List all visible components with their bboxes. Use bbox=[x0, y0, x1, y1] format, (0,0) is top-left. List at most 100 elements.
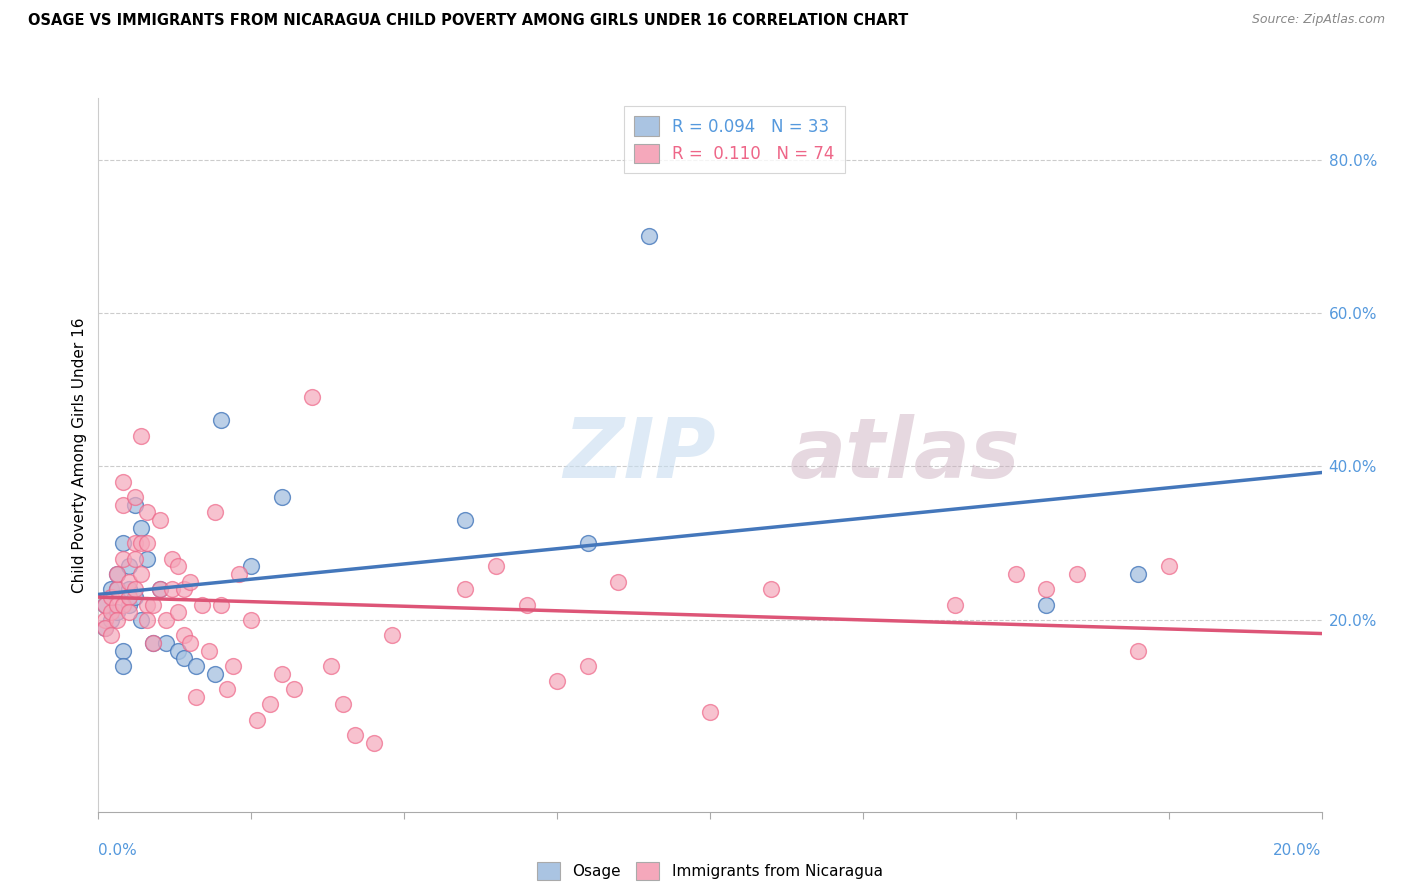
Point bbox=[124, 590, 146, 604]
Point bbox=[129, 566, 152, 581]
Point bbox=[124, 551, 146, 566]
Point bbox=[197, 643, 219, 657]
Point bbox=[173, 651, 195, 665]
Point bbox=[1128, 643, 1150, 657]
Point bbox=[136, 536, 159, 550]
Point bbox=[637, 229, 661, 244]
Point bbox=[111, 643, 134, 657]
Point bbox=[118, 574, 141, 589]
Point bbox=[136, 551, 159, 566]
Point bbox=[179, 636, 201, 650]
Point bbox=[142, 598, 165, 612]
Point bbox=[173, 628, 195, 642]
Point bbox=[93, 598, 115, 612]
Point bbox=[240, 613, 263, 627]
Point bbox=[240, 559, 263, 574]
Point bbox=[173, 582, 195, 597]
Point bbox=[1004, 566, 1026, 581]
Text: 20.0%: 20.0% bbox=[1274, 843, 1322, 858]
Point bbox=[186, 659, 208, 673]
Point bbox=[136, 598, 159, 612]
Point bbox=[105, 613, 128, 627]
Point bbox=[105, 582, 128, 597]
Point bbox=[943, 598, 966, 612]
Point bbox=[136, 506, 159, 520]
Point bbox=[155, 636, 177, 650]
Point bbox=[100, 590, 122, 604]
Point bbox=[111, 536, 134, 550]
Y-axis label: Child Poverty Among Girls Under 16: Child Poverty Among Girls Under 16 bbox=[72, 318, 87, 592]
Text: atlas: atlas bbox=[790, 415, 1021, 495]
Point bbox=[111, 551, 134, 566]
Point bbox=[259, 698, 281, 712]
Point bbox=[160, 582, 183, 597]
Point bbox=[363, 736, 385, 750]
Point bbox=[576, 659, 599, 673]
Point bbox=[124, 498, 146, 512]
Point bbox=[93, 613, 115, 627]
Point bbox=[118, 559, 141, 574]
Point bbox=[1157, 559, 1180, 574]
Point bbox=[301, 390, 323, 404]
Point bbox=[270, 490, 292, 504]
Point bbox=[1035, 582, 1057, 597]
Point bbox=[179, 574, 201, 589]
Point bbox=[186, 690, 208, 704]
Point bbox=[1035, 598, 1057, 612]
Point bbox=[546, 674, 568, 689]
Point bbox=[100, 582, 122, 597]
Point bbox=[222, 659, 245, 673]
Point bbox=[118, 598, 141, 612]
Point bbox=[485, 559, 508, 574]
Point bbox=[129, 536, 152, 550]
Point bbox=[142, 636, 165, 650]
Point bbox=[124, 536, 146, 550]
Point bbox=[270, 666, 292, 681]
Point bbox=[149, 582, 172, 597]
Text: 0.0%: 0.0% bbox=[98, 843, 138, 858]
Point bbox=[167, 643, 190, 657]
Point bbox=[160, 551, 183, 566]
Point bbox=[129, 521, 152, 535]
Point bbox=[516, 598, 538, 612]
Point bbox=[105, 566, 128, 581]
Point bbox=[149, 582, 172, 597]
Point bbox=[332, 698, 354, 712]
Point bbox=[129, 428, 152, 442]
Point bbox=[319, 659, 342, 673]
Point bbox=[93, 621, 115, 635]
Point bbox=[93, 598, 115, 612]
Point bbox=[607, 574, 630, 589]
Point bbox=[111, 475, 134, 489]
Point bbox=[105, 598, 128, 612]
Point bbox=[283, 681, 305, 696]
Point bbox=[454, 582, 477, 597]
Point bbox=[118, 590, 141, 604]
Point bbox=[155, 613, 177, 627]
Point bbox=[699, 705, 721, 719]
Point bbox=[149, 513, 172, 527]
Point bbox=[100, 628, 122, 642]
Point bbox=[105, 566, 128, 581]
Point bbox=[215, 681, 238, 696]
Text: ZIP: ZIP bbox=[564, 415, 716, 495]
Point bbox=[228, 566, 250, 581]
Point bbox=[118, 582, 141, 597]
Legend: Osage, Immigrants from Nicaragua: Osage, Immigrants from Nicaragua bbox=[531, 856, 889, 886]
Point bbox=[454, 513, 477, 527]
Point bbox=[129, 613, 152, 627]
Point bbox=[759, 582, 782, 597]
Point bbox=[111, 659, 134, 673]
Point bbox=[100, 613, 122, 627]
Point bbox=[105, 605, 128, 619]
Point bbox=[204, 506, 226, 520]
Point bbox=[142, 636, 165, 650]
Point bbox=[111, 598, 134, 612]
Point bbox=[344, 728, 367, 742]
Point bbox=[118, 605, 141, 619]
Point bbox=[124, 490, 146, 504]
Point bbox=[381, 628, 404, 642]
Point bbox=[100, 605, 122, 619]
Text: OSAGE VS IMMIGRANTS FROM NICARAGUA CHILD POVERTY AMONG GIRLS UNDER 16 CORRELATIO: OSAGE VS IMMIGRANTS FROM NICARAGUA CHILD… bbox=[28, 13, 908, 29]
Point bbox=[136, 613, 159, 627]
